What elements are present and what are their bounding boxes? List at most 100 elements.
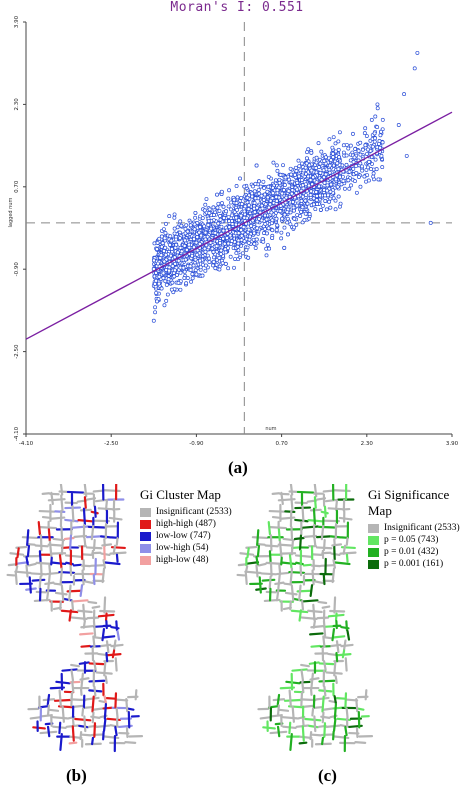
scatter-point (159, 234, 164, 239)
scatter-point (331, 135, 336, 140)
street-segment (71, 525, 89, 529)
scatter-point (235, 207, 239, 212)
scatter-point (236, 231, 241, 236)
scatter-point (174, 237, 179, 242)
street-segment (301, 600, 305, 611)
scatter-point (373, 114, 378, 119)
street-segment (333, 661, 337, 677)
cluster-legend-entry: Insignificant (2533) (140, 507, 232, 517)
scatter-point (219, 189, 224, 194)
scatter-point (211, 250, 216, 254)
scatter-point (190, 253, 194, 258)
street-segment (334, 499, 339, 511)
scatter-point (275, 223, 280, 228)
scatter-point (303, 211, 308, 216)
scatter-point (329, 182, 333, 187)
street-segment (290, 526, 294, 541)
street-segment (78, 724, 89, 729)
street-segment (73, 704, 85, 708)
scatter-point (157, 274, 162, 279)
street-segment (304, 717, 322, 722)
street-segment (318, 679, 336, 683)
scatter-point (193, 215, 198, 220)
street-segment (331, 627, 336, 642)
street-segment (26, 529, 30, 547)
scatter-point (360, 164, 364, 169)
scatter-point (373, 157, 378, 162)
scatter-point (182, 269, 187, 274)
scatter-point (189, 279, 194, 284)
scatter-point (247, 237, 252, 242)
street-segment (299, 564, 303, 577)
scatter-point (318, 161, 323, 166)
scatter-point (371, 171, 376, 176)
street-segment (345, 553, 349, 563)
scatter-point (202, 224, 207, 229)
street-segment (45, 588, 50, 602)
street-segment (114, 725, 118, 737)
street-segment (303, 704, 315, 708)
street-segment (71, 600, 75, 611)
street-segment (93, 660, 97, 671)
street-segment (81, 707, 85, 717)
scatter-point (157, 236, 162, 241)
street-segment (321, 605, 331, 609)
scatter-point (353, 179, 357, 184)
street-segment (126, 707, 135, 711)
street-segment (125, 698, 129, 713)
scatter-point (172, 215, 177, 220)
scatter-point (193, 257, 198, 262)
street-segment (101, 627, 106, 642)
scatter-point (412, 66, 417, 71)
street-segment (59, 600, 62, 611)
significance-legend-swatch (368, 559, 379, 569)
scatter-point (337, 130, 342, 135)
scatter-point (206, 256, 211, 261)
street-segment (54, 591, 68, 596)
street-segment (260, 572, 278, 576)
scatter-point (282, 187, 286, 192)
street-segment (300, 691, 304, 707)
street-segment (25, 556, 29, 566)
scatter-point (152, 281, 157, 286)
scatter-point (303, 165, 308, 170)
street-segment (301, 717, 305, 727)
scatter-point (178, 235, 182, 240)
street-segment (332, 718, 337, 732)
scatter-point (247, 203, 251, 208)
x-tick-label: 3.90 (446, 441, 459, 447)
street-segment (309, 508, 322, 512)
scatter-point (232, 265, 236, 270)
scatter-point (203, 249, 208, 254)
scatter-point (188, 268, 193, 272)
scatter-point (354, 164, 359, 168)
street-segment (48, 708, 60, 712)
scatter-point (348, 143, 353, 148)
scatter-point (221, 204, 226, 209)
scatter-point (178, 245, 183, 250)
street-segment (271, 492, 281, 495)
scatter-point (234, 184, 239, 188)
scatter-point (226, 215, 231, 219)
scatter-point (268, 198, 273, 203)
street-segment (345, 707, 349, 719)
street-segment (246, 547, 250, 559)
scatter-point (264, 217, 269, 222)
scatter-point (198, 265, 203, 270)
scatter-point (308, 192, 313, 197)
street-segment (83, 537, 87, 547)
street-segment (322, 620, 327, 637)
street-segment (14, 572, 18, 586)
street-segment (313, 496, 317, 509)
street-segment (279, 516, 296, 520)
scatter-point (178, 219, 183, 224)
scatter-point (331, 155, 336, 160)
street-segment (95, 724, 111, 728)
street-segment (64, 554, 84, 558)
scatter-point (197, 241, 202, 246)
scatter-point (283, 175, 288, 180)
scatter-point (207, 207, 212, 212)
street-segment (290, 609, 309, 614)
scatter-point (224, 209, 229, 214)
street-segment (278, 708, 290, 712)
